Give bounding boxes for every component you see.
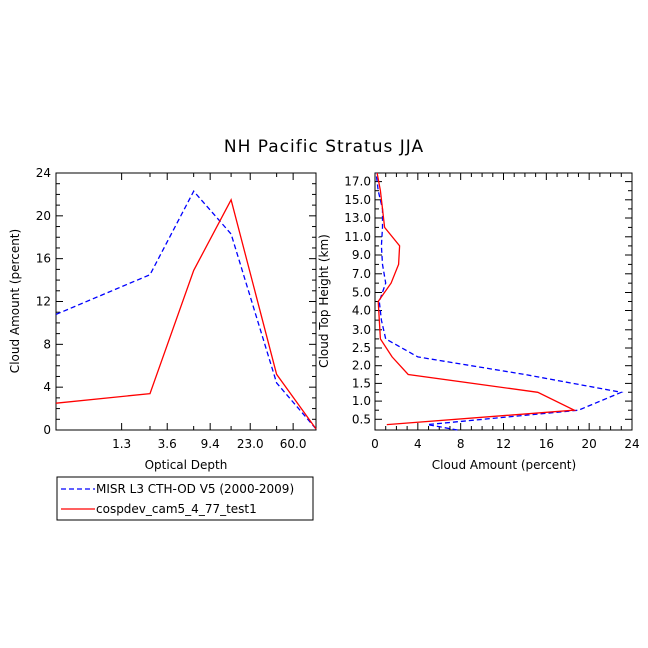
left-y-tick-label: 16 <box>36 252 51 266</box>
left-y-tick-label: 4 <box>43 380 51 394</box>
left-y-tick-label: 12 <box>36 295 51 309</box>
left-y-axis-label: Cloud Amount (percent) <box>8 229 22 373</box>
right-x-tick-labels: 0 4 8 12 16 20 24 <box>371 437 639 451</box>
left-y-tick-label: 8 <box>43 337 51 351</box>
left-x-axis-label: Optical Depth <box>145 458 228 472</box>
left-y-tick-label: 0 <box>43 423 51 437</box>
left-series-line-1 <box>55 198 317 430</box>
right-x-tick-label: 0 <box>371 437 379 451</box>
right-y-tick-label: 4.0 <box>352 304 371 318</box>
right-x-tick-label: 24 <box>624 437 639 451</box>
legend-label-model: cospdev_cam5_4_77_test1 <box>96 502 257 516</box>
right-series-line-0 <box>375 172 624 431</box>
right-x-axis-label: Cloud Amount (percent) <box>432 458 576 472</box>
right-y-tick-label: 9.0 <box>352 248 371 262</box>
right-y-tick-label: 13.0 <box>344 211 371 225</box>
right-y-axis-label: Cloud Top Height (km) <box>317 234 331 368</box>
right-panel: 0.5 1.0 1.5 2.0 2.5 3.0 4.0 5.0 7.0 9.0 11.0 13.0 15… <box>317 172 640 472</box>
legend-box <box>56 476 314 521</box>
right-x-tick-label: 20 <box>582 437 597 451</box>
right-y-tick-label: 15.0 <box>344 193 371 207</box>
left-series <box>55 190 317 430</box>
left-ticks <box>55 172 317 431</box>
right-y-tick-label: 3.0 <box>352 323 371 337</box>
right-y-tick-label: 1.5 <box>352 376 371 390</box>
right-series <box>375 172 624 431</box>
right-y-tick-label: 2.0 <box>352 359 371 373</box>
chart-title: NH Pacific Stratus JJA <box>224 137 424 157</box>
left-series-line-0 <box>55 190 317 430</box>
right-x-tick-label: 4 <box>414 437 422 451</box>
right-y-tick-label: 17.0 <box>344 175 371 189</box>
right-y-tick-label: 7.0 <box>352 267 371 281</box>
right-y-tick-labels: 0.5 1.0 1.5 2.0 2.5 3.0 4.0 5.0 7.0 9.0 11.0 13.0 15… <box>344 175 371 427</box>
left-x-tick-label: 23.0 <box>237 437 264 451</box>
right-ticks <box>374 173 633 430</box>
left-x-tick-labels: 1.3 3.6 9.4 23.0 60.0 <box>112 437 306 451</box>
left-x-tick-label: 3.6 <box>158 437 177 451</box>
right-x-tick-label: 16 <box>539 437 554 451</box>
right-series-line-1 <box>376 172 577 426</box>
right-y-tick-label: 1.0 <box>352 394 371 408</box>
left-x-tick-label: 60.0 <box>280 437 307 451</box>
left-x-tick-label: 1.3 <box>112 437 131 451</box>
right-y-tick-label: 2.5 <box>352 341 371 355</box>
right-y-tick-label: 11.0 <box>344 230 371 244</box>
right-y-tick-label: 5.0 <box>352 286 371 300</box>
right-x-tick-label: 12 <box>496 437 511 451</box>
left-y-tick-labels: 0 4 8 12 16 20 24 <box>36 166 51 437</box>
left-y-tick-label: 20 <box>36 209 51 223</box>
legend-label-misr: MISR L3 CTH-OD V5 (2000-2009) <box>96 482 294 496</box>
legend: MISR L3 CTH-OD V5 (2000-2009) cospdev_ca… <box>56 476 314 521</box>
left-panel: 0 4 8 12 16 20 24 1.3 3.6 9.4 23.0 60.0 Optical De… <box>8 166 317 472</box>
right-y-tick-label: 0.5 <box>352 412 371 426</box>
right-x-tick-label: 8 <box>457 437 465 451</box>
left-x-tick-label: 9.4 <box>201 437 220 451</box>
left-y-tick-label: 24 <box>36 166 51 180</box>
